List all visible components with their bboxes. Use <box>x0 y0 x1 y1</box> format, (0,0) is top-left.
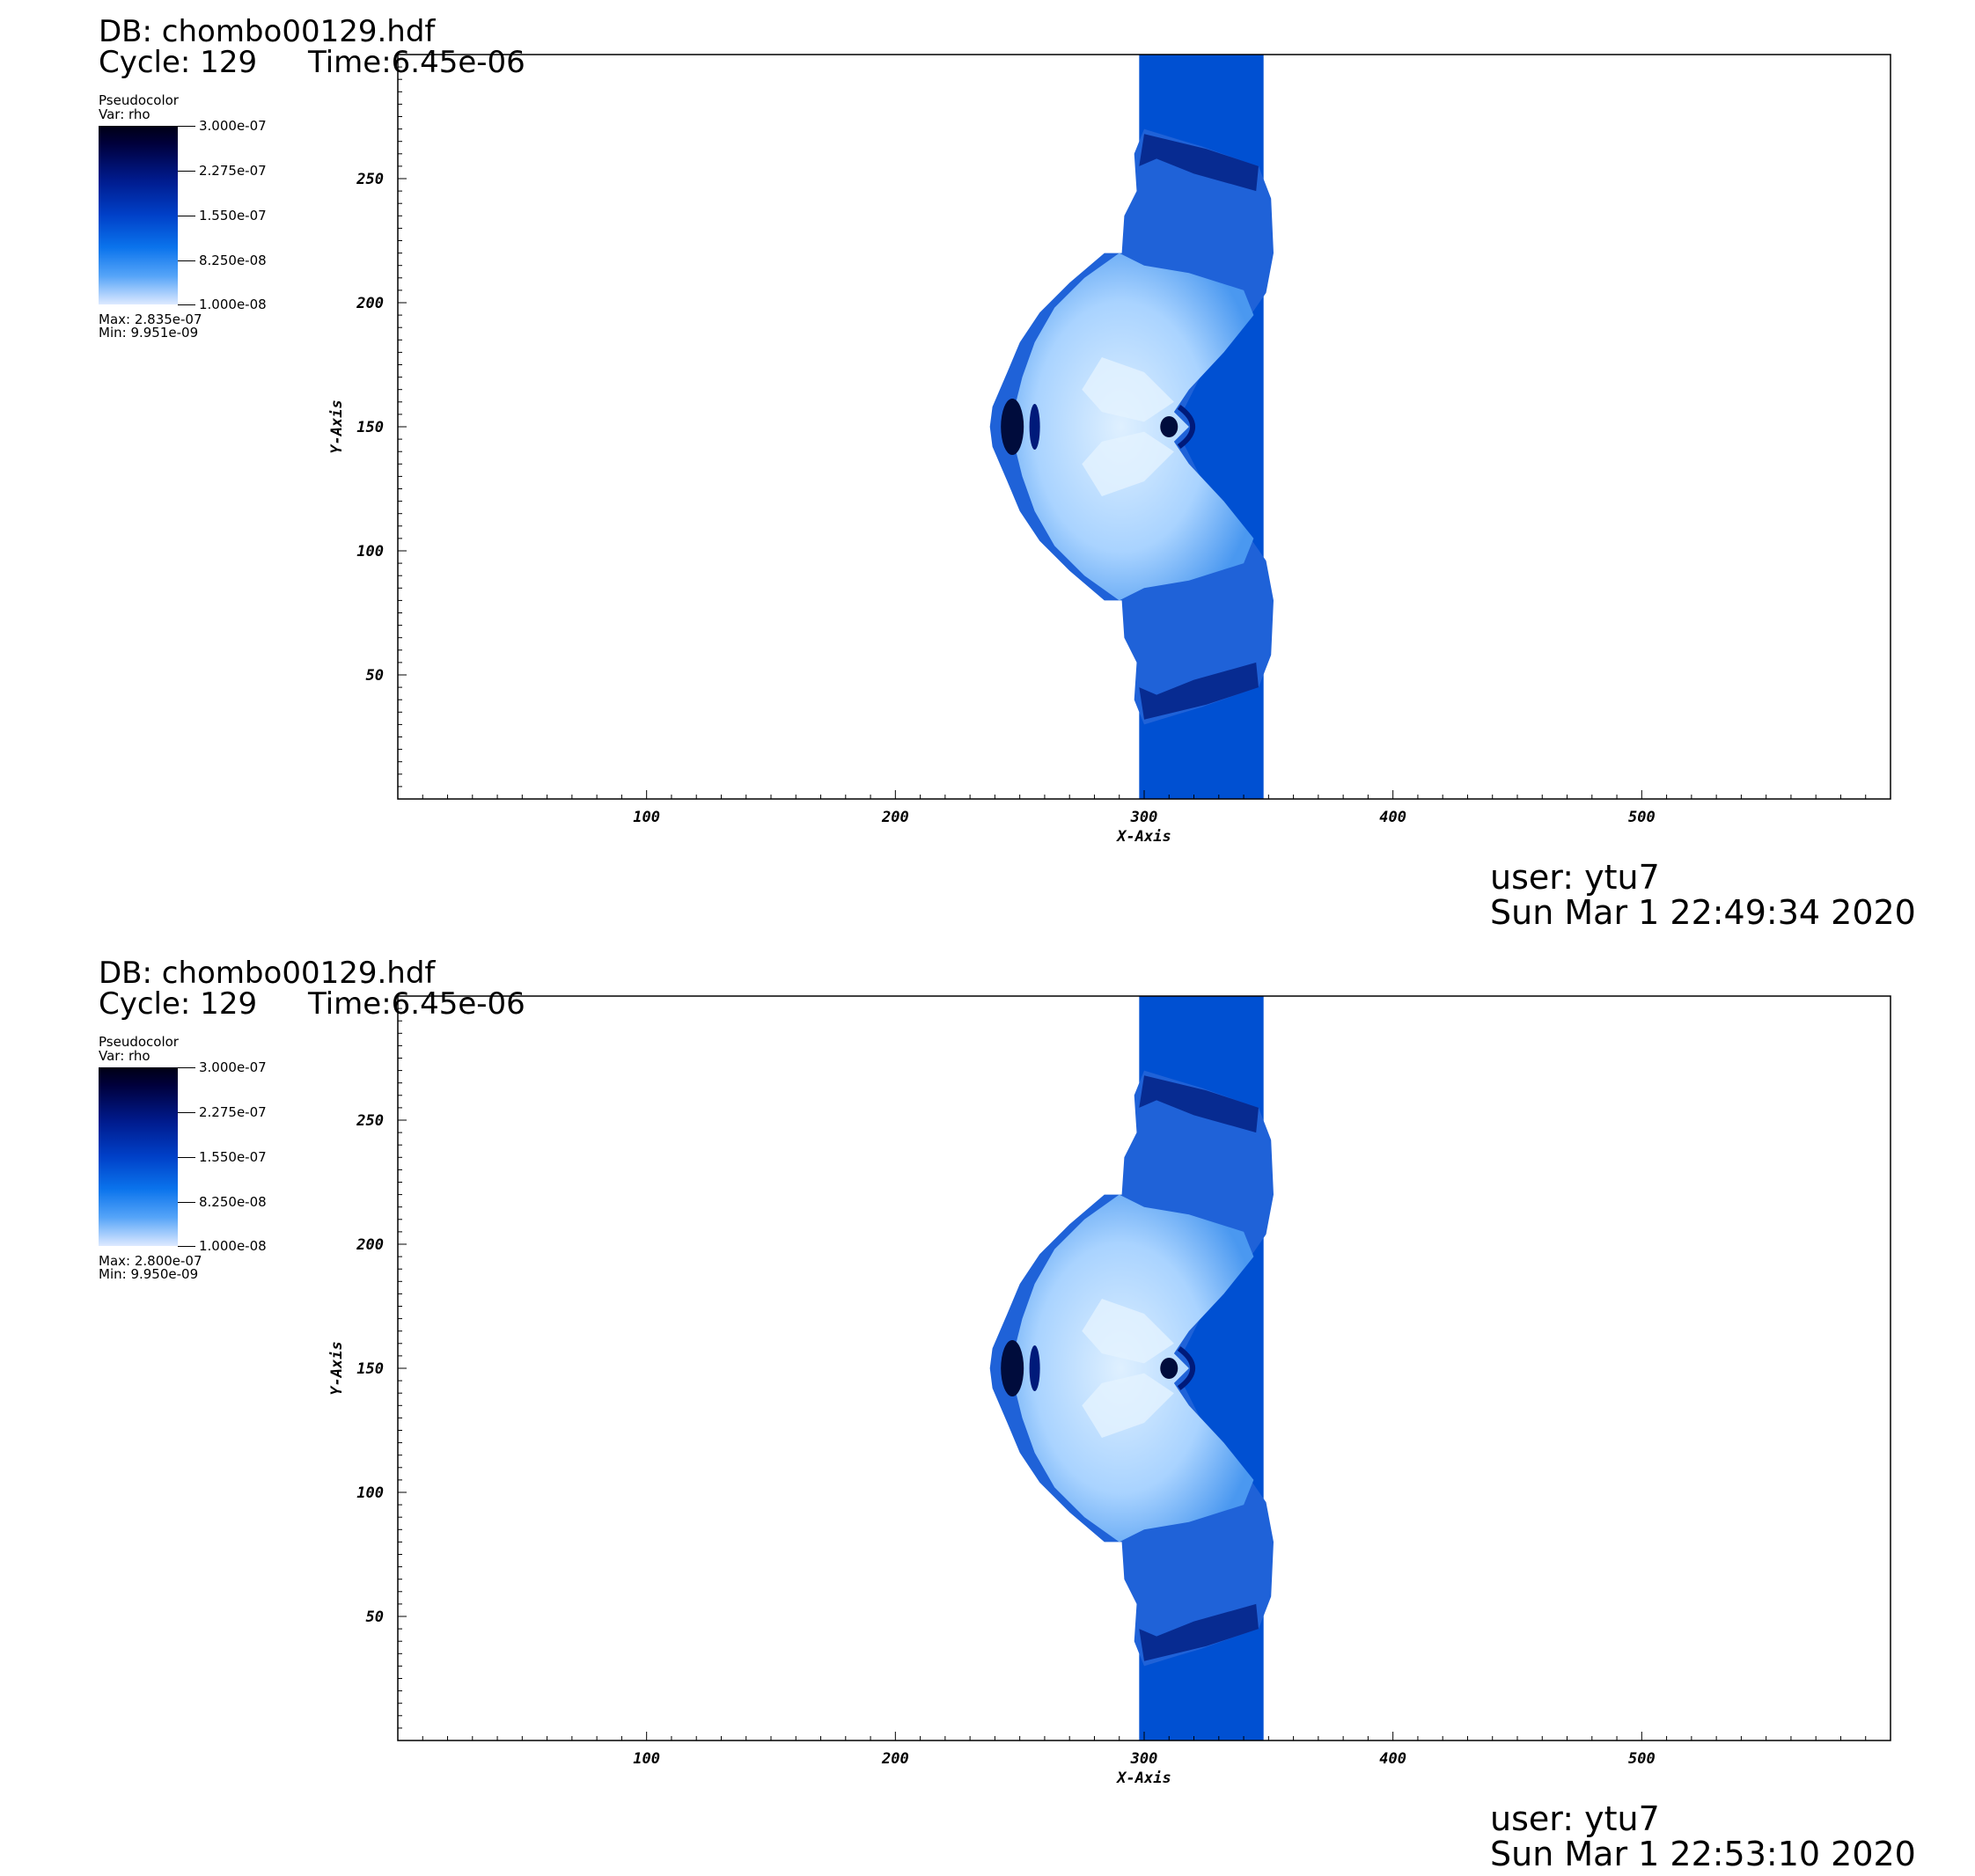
footer-user: user: ytu7 <box>1490 858 1660 897</box>
colorbar-tick-label: 8.250e-08 <box>199 253 267 268</box>
colorbar-tick-label: 2.275e-07 <box>199 1104 267 1120</box>
x-tick-label: 100 <box>633 809 660 826</box>
db-label: DB: chombo00129.hdf <box>99 956 436 991</box>
dense-knot-left-inner <box>1029 404 1040 450</box>
core-patch-upper <box>1082 357 1174 422</box>
legend-min: Min: 9.951e-09 <box>99 325 199 341</box>
dense-knot-right <box>1160 416 1178 437</box>
x-tick-label: 400 <box>1379 1750 1406 1768</box>
time-label: Time:6.45e-06 <box>308 986 525 1022</box>
plot-panel-1: DB: chombo00129.hdf Cycle: 129 Time:6.45… <box>0 0 1975 934</box>
colorbar-tick-label: 1.550e-07 <box>199 208 267 224</box>
colorbar-tick-label: 1.000e-08 <box>199 297 267 312</box>
legend-max: Max: 2.800e-07 <box>99 1253 202 1269</box>
upper-lobe-rim <box>1139 134 1259 192</box>
plot-panel-2: DB: chombo00129.hdf Cycle: 129 Time:6.45… <box>0 942 1975 1876</box>
legend-max: Max: 2.835e-07 <box>99 311 202 327</box>
dense-knot-left <box>1001 399 1024 455</box>
colorbar-tick <box>178 1202 195 1203</box>
colorbar-tick <box>178 304 195 305</box>
colorbar-tick <box>178 1246 195 1247</box>
colorbar-tick-label: 8.250e-08 <box>199 1194 267 1210</box>
heatmap-plot: 100 200 300 400 500 50 100 150 200 250 X-Axis Y-Axi… <box>328 995 1891 1787</box>
x-tick-label: 200 <box>881 1750 909 1768</box>
footer-date: Sun Mar 1 22:49:34 2020 <box>1490 893 1916 932</box>
legend-var: Var: rho <box>99 1048 151 1064</box>
x-tick-label: 300 <box>1130 1750 1158 1768</box>
y-tick-label: 250 <box>356 171 384 188</box>
y-axis-label: Y-Axis <box>328 399 346 453</box>
y-tick-label: 150 <box>356 1360 384 1378</box>
expansion-region <box>1012 1194 1254 1543</box>
dense-knot-left <box>1001 1340 1024 1396</box>
upper-lobe-rim <box>1139 1075 1259 1133</box>
time-label: Time:6.45e-06 <box>308 45 525 80</box>
x-axis-label: X-Axis <box>1115 1770 1171 1787</box>
legend-var: Var: rho <box>99 106 151 122</box>
y-tick-label: 150 <box>356 419 384 436</box>
colorbar-tick <box>178 126 195 127</box>
colorbar-tick <box>178 1157 195 1158</box>
lower-lobe-rim <box>1139 1603 1259 1661</box>
core-patch-upper <box>1082 1299 1174 1364</box>
y-tick-label: 100 <box>356 543 384 561</box>
core-patch-lower <box>1082 1373 1174 1438</box>
x-tick-label: 500 <box>1628 1750 1656 1768</box>
x-tick-label: 200 <box>881 809 909 826</box>
cycle-label: Cycle: 129 <box>99 986 258 1022</box>
legend-title: Pseudocolor <box>99 1034 179 1050</box>
colorbar-tick <box>178 171 195 172</box>
y-tick-label: 100 <box>356 1484 384 1502</box>
colorbar-tick-label: 1.550e-07 <box>199 1149 267 1165</box>
colorbar <box>99 1067 178 1246</box>
colorbar-tick-label: 3.000e-07 <box>199 118 267 134</box>
expansion-region <box>1012 253 1254 601</box>
colorbar-tick-label: 2.275e-07 <box>199 163 267 179</box>
dense-knot-left-inner <box>1029 1345 1040 1391</box>
colorbar-tick <box>178 1112 195 1113</box>
dense-knot-right <box>1160 1358 1178 1379</box>
footer-user: user: ytu7 <box>1490 1799 1660 1838</box>
db-label: DB: chombo00129.hdf <box>99 14 436 49</box>
colorbar <box>99 126 178 304</box>
colorbar-tick <box>178 1067 195 1068</box>
heatmap-plot: 100 200 300 400 500 50 100 150 200 250 X-Axis Y-Axi… <box>328 54 1891 846</box>
x-tick-label: 400 <box>1379 809 1406 826</box>
y-tick-label: 250 <box>356 1112 384 1130</box>
x-tick-label: 100 <box>633 1750 660 1768</box>
cycle-label: Cycle: 129 <box>99 45 258 80</box>
y-axis-label: Y-Axis <box>328 1341 346 1395</box>
colorbar-tick <box>178 260 195 261</box>
y-tick-label: 200 <box>356 1236 384 1254</box>
footer-date: Sun Mar 1 22:53:10 2020 <box>1490 1835 1916 1873</box>
dense-arc-right <box>1177 405 1195 449</box>
x-tick-label: 300 <box>1130 809 1158 826</box>
dense-arc-right <box>1177 1346 1195 1390</box>
legend-title: Pseudocolor <box>99 92 179 108</box>
legend-min: Min: 9.950e-09 <box>99 1266 199 1282</box>
x-axis-label: X-Axis <box>1115 828 1171 846</box>
core-patch-lower <box>1082 431 1174 496</box>
y-tick-label: 50 <box>366 1609 384 1626</box>
lower-lobe-rim <box>1139 662 1259 720</box>
y-tick-label: 50 <box>366 667 384 685</box>
colorbar-tick-label: 3.000e-07 <box>199 1059 267 1075</box>
x-tick-label: 500 <box>1628 809 1656 826</box>
y-tick-label: 200 <box>356 295 384 312</box>
colorbar-tick-label: 1.000e-08 <box>199 1238 267 1254</box>
